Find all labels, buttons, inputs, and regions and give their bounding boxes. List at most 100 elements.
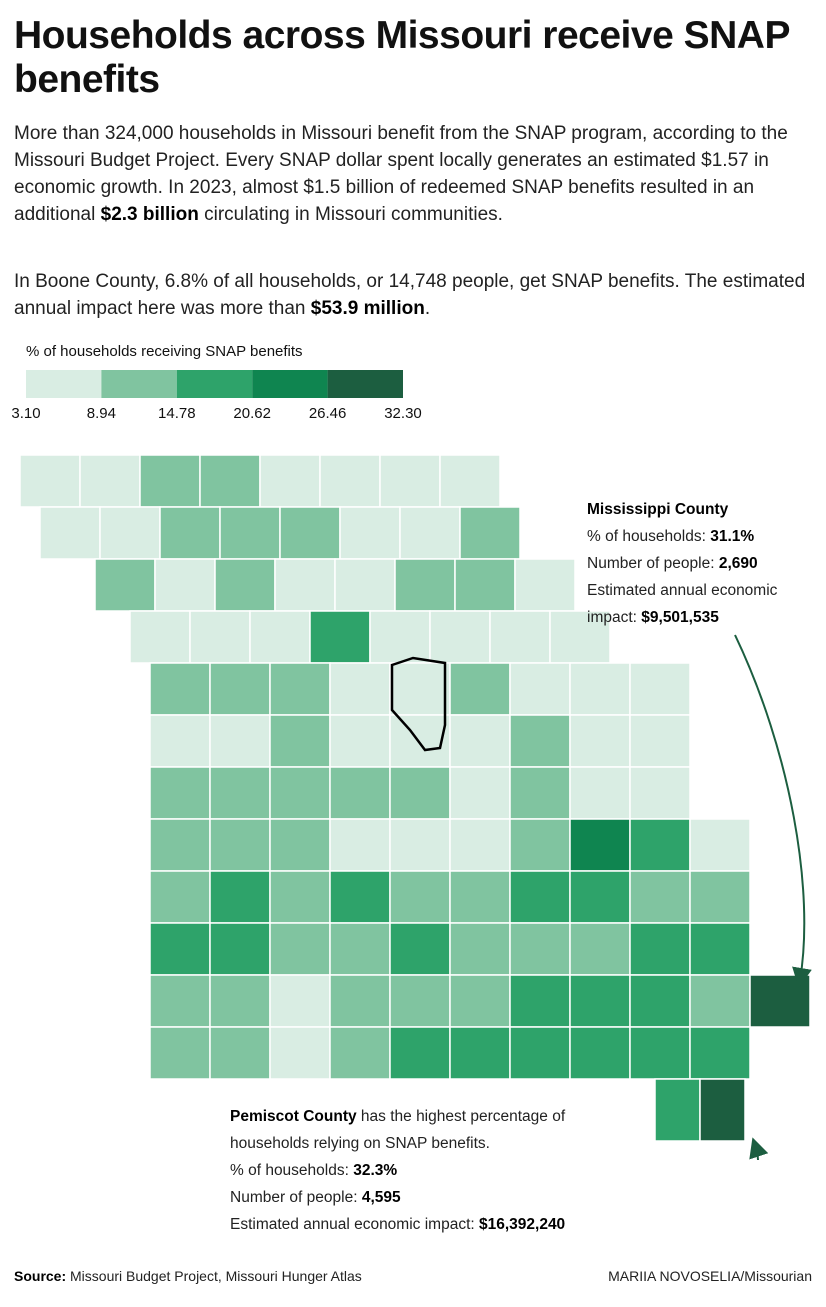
source-label: Source: [14,1268,67,1284]
source: Source: Missouri Budget Project, Missour… [14,1268,362,1284]
text: . [424,298,431,319]
legend-swatch [327,370,403,398]
county [379,454,441,508]
legend-label: 14.78 [158,405,196,422]
county-name: Mississippi County [587,501,729,518]
county [39,506,101,560]
label: Estimated annual economic impact: [587,582,778,626]
county [214,558,276,612]
county [569,870,631,924]
county [94,558,156,612]
county [629,714,691,768]
county [689,922,751,976]
county [569,974,631,1028]
county [269,662,331,716]
county [149,1026,211,1080]
county [629,662,691,716]
county [629,1026,691,1080]
county [514,558,576,612]
county [399,506,461,560]
county [389,818,451,872]
county [509,974,571,1028]
source-text: Missouri Budget Project, Missouri Hunger… [66,1268,362,1284]
legend-label: 3.10 [11,405,40,422]
county [259,454,321,508]
label: Number of people: [587,555,719,572]
county [269,870,331,924]
county [509,818,571,872]
legend-label: 32.30 [384,405,422,422]
county [319,454,381,508]
county [274,558,336,612]
highlight: $53.9 million [310,298,425,319]
county [449,922,511,976]
county [389,1026,451,1080]
boone-county-outline [390,656,447,752]
county [329,922,391,976]
county [689,1026,751,1080]
value: 32.3% [353,1162,398,1179]
county [209,662,271,716]
county [199,454,261,508]
county [329,766,391,820]
county [269,922,331,976]
county [509,766,571,820]
label: Estimated annual economic impact: [230,1216,479,1233]
arrow [734,634,812,988]
county [269,714,331,768]
legend-title: % of households receiving SNAP benefits [26,343,303,360]
label: % of households: [587,528,711,545]
county [389,870,451,924]
county [329,1026,391,1080]
county [369,610,431,664]
county [509,922,571,976]
legend-label: 26.46 [309,405,347,422]
county [149,714,211,768]
value: 31.1% [710,528,755,545]
county [454,558,516,612]
county [629,818,691,872]
county [389,974,451,1028]
county [149,818,211,872]
county [149,974,211,1028]
county [509,1026,571,1080]
county [689,974,751,1028]
county [209,714,271,768]
note: has the highest percentage of households… [230,1108,566,1152]
legend-label: 20.62 [233,405,271,422]
credit: MARIIA NOVOSELIA/Missourian [608,1268,812,1284]
county [389,766,451,820]
text: circulating in Missouri communities. [198,204,503,225]
county [209,766,271,820]
county [19,454,81,508]
county [329,714,391,768]
legend: 3.10 8.94 14.78 20.62 26.46 32.30 [11,370,422,422]
county [269,974,331,1028]
county [309,610,371,664]
county [449,714,511,768]
county [269,1026,331,1080]
county [629,766,691,820]
county [249,610,311,664]
county [689,870,751,924]
county [429,610,491,664]
county [654,1078,701,1142]
county [209,870,271,924]
value: 2,690 [718,555,758,572]
county [749,974,811,1028]
county [154,558,216,612]
text: More than 324,000 households in Missouri… [14,123,788,225]
author: MARIIA NOVOSELIA [608,1268,741,1284]
county [329,870,391,924]
county [569,714,631,768]
county [329,662,391,716]
county [629,922,691,976]
county [159,506,221,560]
legend-label: 8.94 [87,405,116,422]
legend-swatch [176,370,253,398]
county [149,766,211,820]
county [449,974,511,1028]
highlight: $2.3 billion [100,204,199,225]
label: Number of people: [230,1189,362,1206]
